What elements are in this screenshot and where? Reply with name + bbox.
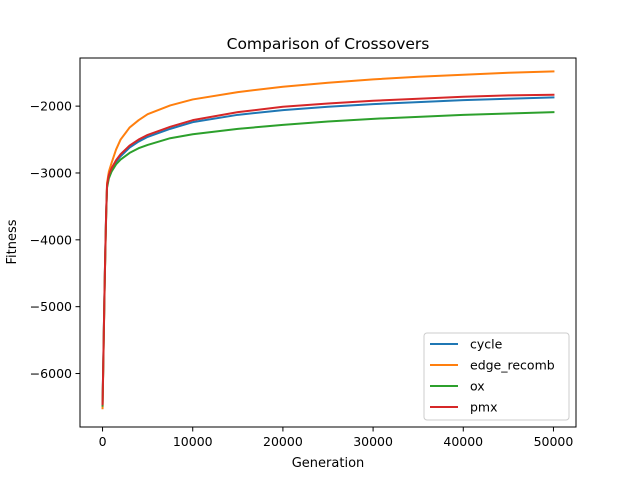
x-axis-label: Generation [292, 456, 365, 471]
legend-label-ox: ox [470, 379, 485, 394]
y-tick-label: −3000 [30, 165, 72, 180]
plot-area-frame [79, 57, 577, 428]
series-line-pmx [101, 93, 555, 406]
x-tick-label: 0 [99, 434, 107, 449]
x-tick-label: 10000 [173, 434, 213, 449]
legend-box [423, 332, 570, 421]
plot-lines [101, 70, 555, 410]
y-axis-ticks: −6000 −5000 −4000 −3000 −2000 [30, 99, 80, 381]
x-tick-label: 30000 [353, 434, 393, 449]
x-axis-ticks: 0 10000 20000 30000 40000 50000 [99, 427, 574, 449]
y-tick-label: −4000 [30, 232, 72, 247]
y-axis-label: Fitness [5, 219, 20, 264]
y-tick-label: −2000 [30, 99, 72, 114]
x-tick-label: 50000 [534, 434, 574, 449]
chart-title: Comparison of Crossovers [227, 35, 430, 53]
legend-label-edge-recomb: edge_recomb [470, 358, 555, 373]
legend-label-pmx: pmx [470, 400, 498, 415]
y-tick-label: −5000 [30, 299, 72, 314]
legend-label-cycle: cycle [470, 337, 503, 352]
y-tick-label: −6000 [30, 366, 72, 381]
x-tick-label: 40000 [443, 434, 483, 449]
x-tick-label: 20000 [263, 434, 303, 449]
